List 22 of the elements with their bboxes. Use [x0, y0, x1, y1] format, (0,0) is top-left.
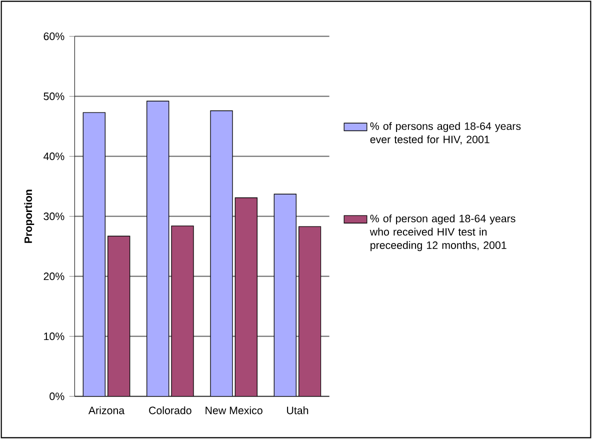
y-tick-label: 30%	[44, 212, 64, 220]
x-tick-label: Arizona	[88, 406, 125, 414]
y-tick-label: 50%	[44, 92, 64, 100]
x-tick-label: New Mexico	[206, 406, 262, 414]
legend-label: % of persons aged 18-64 years ever tested for HIV, 2001	[370, 122, 521, 144]
bar	[234, 197, 258, 396]
y-tick-label: 40%	[44, 152, 64, 160]
bar	[210, 110, 233, 396]
y-tick-label: 20%	[44, 272, 64, 280]
x-tick-label: Colorado	[149, 406, 192, 414]
x-tick-label: Utah	[287, 406, 308, 414]
y-axis-title: Proportion	[24, 190, 34, 243]
bar	[108, 236, 130, 396]
bar	[82, 112, 106, 396]
y-tick-label: 10%	[44, 332, 64, 340]
y-tick-label: 60%	[44, 32, 64, 40]
bar	[171, 226, 194, 396]
bar	[298, 226, 322, 396]
bar	[274, 194, 297, 396]
y-tick-label: 0%	[50, 392, 64, 400]
legend-label: % of person aged 18-64 years who received HIV test in preceeding 12 months, 2001	[370, 214, 516, 252]
bar	[146, 100, 170, 396]
